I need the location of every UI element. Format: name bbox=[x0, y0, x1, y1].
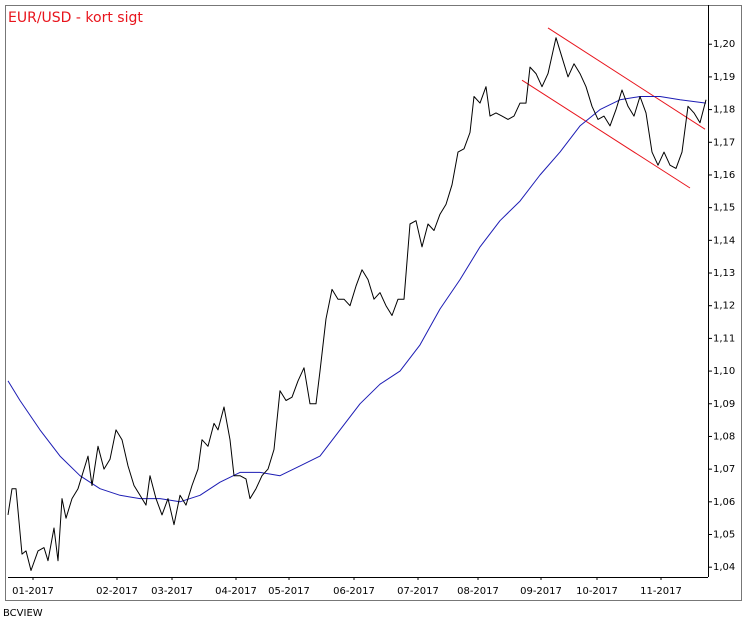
y-tick-label: 1,09 bbox=[713, 399, 735, 410]
series-line bbox=[7, 96, 707, 503]
x-tick-label: 04-2017 bbox=[215, 586, 257, 597]
y-tick-label: 1,05 bbox=[713, 530, 735, 541]
x-tick-label: 10-2017 bbox=[576, 586, 618, 597]
y-tick-label: 1,08 bbox=[713, 431, 735, 442]
y-tick-label: 1,10 bbox=[713, 366, 735, 377]
y-tick-label: 1,13 bbox=[713, 268, 735, 279]
y-tick-label: 1,06 bbox=[713, 497, 735, 508]
x-tick-label: 08-2017 bbox=[457, 586, 499, 597]
trend-line bbox=[547, 27, 706, 130]
y-tick-label: 1,19 bbox=[713, 72, 735, 83]
y-tick-label: 1,17 bbox=[713, 137, 735, 148]
y-tick-label: 1,14 bbox=[713, 235, 735, 246]
x-tick-label: 05-2017 bbox=[268, 586, 310, 597]
trend-line bbox=[521, 79, 691, 189]
y-tick-label: 1,04 bbox=[713, 562, 735, 573]
series-line bbox=[7, 37, 707, 571]
y-tick-label: 1,16 bbox=[713, 170, 735, 181]
y-tick-label: 1,20 bbox=[713, 39, 735, 50]
x-tick-label: 07-2017 bbox=[397, 586, 439, 597]
x-tick-label: 01-2017 bbox=[12, 586, 54, 597]
y-tick-label: 1,18 bbox=[713, 105, 735, 116]
x-tick-label: 09-2017 bbox=[520, 586, 562, 597]
y-tick-label: 1,11 bbox=[713, 333, 735, 344]
x-tick-label: 03-2017 bbox=[151, 586, 193, 597]
y-tick-label: 1,15 bbox=[713, 203, 735, 214]
x-tick-label: 02-2017 bbox=[96, 586, 138, 597]
chart-frame bbox=[5, 5, 742, 601]
x-tick-label: 11-2017 bbox=[640, 586, 682, 597]
chart-title: EUR/USD - kort sigt bbox=[8, 10, 143, 26]
y-tick-label: 1,07 bbox=[713, 464, 735, 475]
footer: BCVIEW bbox=[3, 608, 43, 619]
x-tick-label: 06-2017 bbox=[333, 586, 375, 597]
y-tick-label: 1,12 bbox=[713, 301, 735, 312]
